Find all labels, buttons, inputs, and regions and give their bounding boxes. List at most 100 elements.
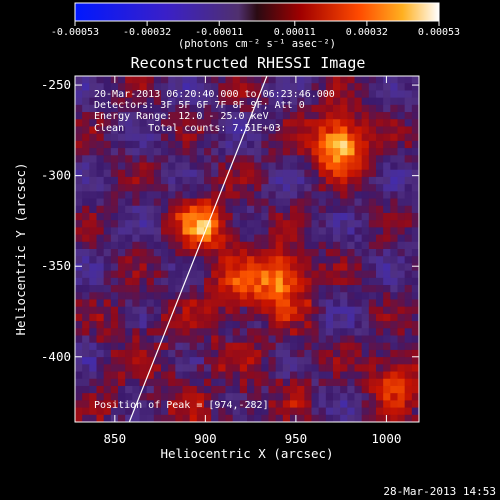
- heatmap-cell: [153, 205, 162, 214]
- heatmap-cell: [347, 270, 355, 279]
- heatmap-cell: [368, 263, 377, 272]
- heatmap-cell: [118, 249, 126, 257]
- heatmap-cell: [304, 328, 312, 336]
- heatmap-cell: [182, 349, 191, 358]
- heatmap-cell: [268, 76, 277, 84]
- heatmap-cell: [311, 148, 320, 156]
- heatmap-cell: [204, 313, 212, 322]
- heatmap-cell: [232, 126, 241, 135]
- heatmap-cell: [82, 212, 90, 221]
- heatmap-cell: [82, 220, 90, 228]
- heatmap-cell: [376, 357, 384, 365]
- heatmap-cell: [354, 83, 363, 91]
- heatmap-cell: [218, 162, 226, 171]
- heatmap-cell: [318, 306, 327, 315]
- heatmap-cell: [390, 393, 398, 401]
- heatmap-cell: [340, 184, 348, 192]
- heatmap-cell: [347, 205, 355, 214]
- heatmap-cell: [347, 393, 355, 401]
- heatmap-cell: [376, 400, 384, 408]
- heatmap-cell: [161, 83, 169, 91]
- heatmap-cell: [225, 385, 234, 394]
- heatmap-cell: [96, 212, 105, 221]
- heatmap-cell: [397, 393, 406, 401]
- heatmap-cell: [290, 140, 298, 149]
- heatmap-cell: [189, 83, 198, 91]
- heatmap-cell: [347, 357, 355, 365]
- heatmap-cell: [211, 169, 219, 178]
- heatmap-cell: [297, 270, 305, 279]
- heatmap-cell: [390, 119, 398, 127]
- heatmap-cell: [318, 313, 327, 322]
- heatmap-cell: [196, 83, 205, 91]
- heatmap-cell: [333, 133, 341, 142]
- heatmap-cell: [247, 393, 255, 401]
- heatmap-cell: [103, 169, 112, 178]
- heatmap-cell: [82, 90, 90, 99]
- heatmap-cell: [376, 342, 384, 351]
- heatmap-cell: [239, 313, 248, 322]
- heatmap-cell: [333, 249, 341, 257]
- heatmap-cell: [125, 328, 133, 336]
- heatmap-cell: [110, 270, 119, 279]
- heatmap-cell: [340, 328, 348, 336]
- heatmap-cell: [196, 90, 205, 99]
- heatmap-cell: [110, 385, 119, 394]
- heatmap-cell: [168, 155, 176, 163]
- heatmap-cell: [125, 378, 133, 387]
- heatmap-cell: [275, 97, 284, 106]
- heatmap-cell: [304, 393, 312, 401]
- heatmap-cell: [204, 155, 212, 163]
- heatmap-cell: [383, 249, 391, 257]
- heatmap-cell: [103, 162, 112, 171]
- heatmap-cell: [204, 169, 212, 178]
- heatmap-cell: [232, 407, 241, 416]
- heatmap-cell: [139, 126, 148, 135]
- heatmap-cell: [232, 155, 241, 163]
- heatmap-cell: [354, 97, 363, 106]
- heatmap-cell: [139, 184, 148, 192]
- heatmap-cell: [397, 270, 406, 279]
- heatmap-cell: [390, 220, 398, 228]
- heatmap-cell: [368, 313, 377, 322]
- heatmap-cell: [411, 342, 419, 351]
- heatmap-cell: [196, 176, 205, 185]
- heatmap-cell: [225, 104, 234, 113]
- heatmap-cell: [404, 198, 413, 207]
- heatmap-cell: [318, 220, 327, 228]
- heatmap-cell: [275, 393, 284, 401]
- heatmap-cell: [239, 133, 248, 142]
- heatmap-cell: [153, 270, 162, 279]
- heatmap-cell: [397, 90, 406, 99]
- heatmap-cell: [275, 126, 284, 135]
- heatmap-cell: [275, 249, 284, 257]
- heatmap-cell: [376, 83, 384, 91]
- heatmap-cell: [340, 299, 348, 308]
- heatmap-cell: [168, 234, 176, 243]
- heatmap-cell: [175, 299, 183, 308]
- heatmap-cell: [282, 90, 291, 99]
- heatmap-cell: [347, 234, 355, 243]
- heatmap-cell: [225, 83, 234, 91]
- heatmap-cell: [132, 90, 140, 99]
- heatmap-cell: [103, 155, 112, 163]
- heatmap-cell: [390, 205, 398, 214]
- heatmap-cell: [218, 335, 226, 344]
- heatmap-cell: [225, 407, 234, 416]
- heatmap-cell: [282, 112, 291, 120]
- heatmap-cell: [175, 328, 183, 336]
- heatmap-cell: [96, 277, 105, 286]
- heatmap-cell: [383, 119, 391, 127]
- heatmap-cell: [304, 364, 312, 372]
- heatmap-cell: [146, 169, 155, 178]
- heatmap-cell: [290, 191, 298, 199]
- heatmap-cell: [146, 299, 155, 308]
- heatmap-cell: [175, 285, 183, 293]
- heatmap-cell: [139, 191, 148, 199]
- heatmap-cell: [383, 393, 391, 401]
- heatmap-cell: [118, 176, 126, 185]
- heatmap-cell: [368, 270, 377, 279]
- heatmap-cell: [297, 342, 305, 351]
- heatmap-cell: [211, 313, 219, 322]
- colorbar-label: (photons cm⁻² s⁻¹ asec⁻²): [178, 38, 336, 50]
